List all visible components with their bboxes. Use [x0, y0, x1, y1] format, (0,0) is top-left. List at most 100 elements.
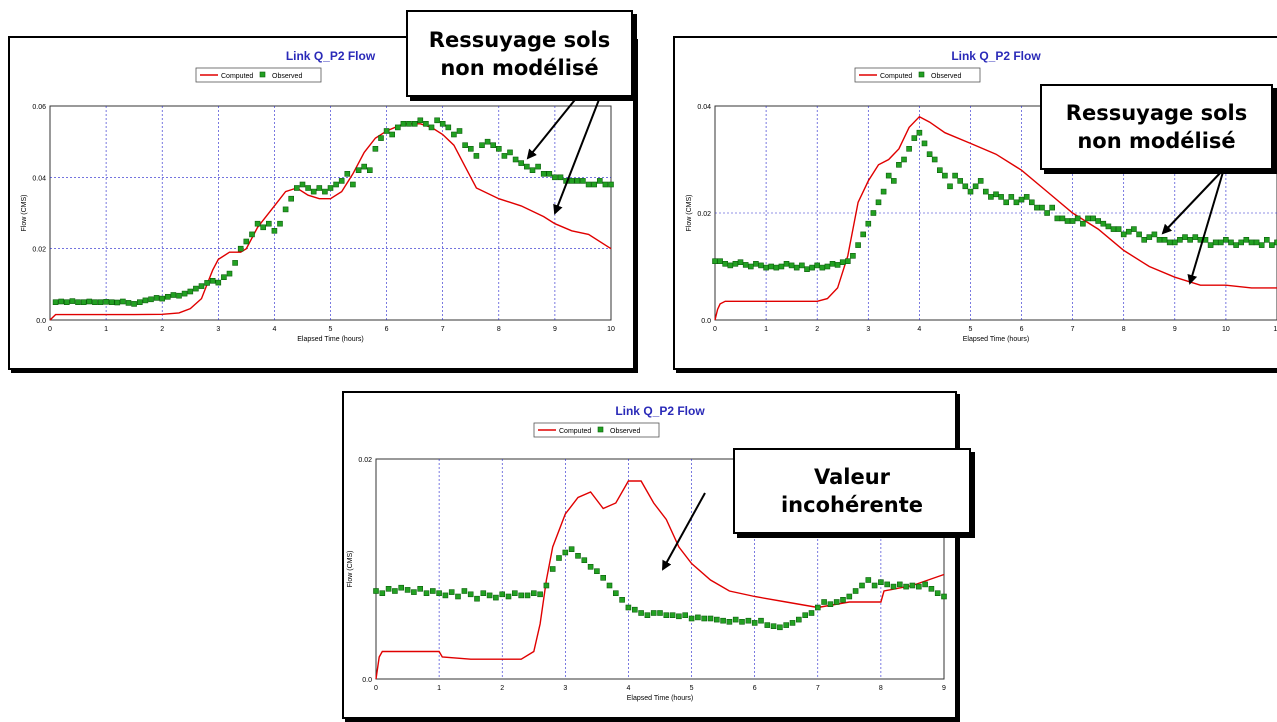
chart-3-observed-point — [890, 583, 897, 590]
chart-1-y-tick-label: 0.06 — [32, 104, 46, 111]
chart-3-observed-point — [789, 620, 796, 626]
chart-1-observed-point — [86, 298, 93, 305]
chart-1-observed-point — [596, 178, 603, 184]
chart-2-observed-point — [1034, 204, 1040, 211]
chart-2-observed-point — [926, 151, 933, 157]
chart-1-observed-point — [451, 131, 457, 138]
chart-1-y-tick-label: 0.0 — [36, 318, 46, 325]
chart-3-observed-point — [814, 604, 821, 611]
chart-1-observed-point — [310, 188, 317, 195]
chart-1-observed-point — [327, 185, 334, 191]
chart-3-observed-point — [695, 614, 701, 621]
chart-2-observed-point — [768, 263, 774, 270]
chart-3-observed-point — [783, 622, 790, 628]
chart-1-x-tick-label: 1 — [104, 326, 108, 333]
chart-3-observed-point — [903, 583, 909, 590]
chart-2-observed-point — [988, 194, 994, 200]
chart-2-observed-point — [1269, 242, 1275, 248]
chart-3-observed-point — [859, 582, 865, 589]
chart-2-observed-point — [921, 140, 928, 147]
chart-2-observed-point — [722, 261, 729, 267]
chart-3-observed-point — [499, 591, 505, 598]
chart-1-observed-point — [406, 121, 412, 127]
chart-3-observed-point — [600, 575, 607, 581]
chart-2-observed-point — [793, 264, 800, 271]
chart-1-observed-point — [221, 274, 227, 280]
chart-2-observed-point — [742, 262, 749, 268]
chart-2-observed-point — [865, 220, 872, 227]
chart-2-observed-point — [972, 183, 979, 190]
chart-1-observed-point — [372, 146, 379, 152]
chart-1-observed-point — [170, 292, 177, 298]
chart-2-legend-observed: Observed — [931, 73, 961, 80]
chart-1-observed-point — [193, 285, 199, 292]
chart-1-x-tick-label: 10 — [607, 326, 615, 333]
chart-3-observed-point — [846, 593, 853, 600]
chart-2-observed-point — [1008, 194, 1015, 200]
chart-2-observed-point — [1095, 218, 1102, 224]
chart-3-y-tick-label: 0.02 — [358, 457, 372, 464]
chart-1-observed-point — [557, 174, 564, 181]
chart-2-observed-point — [1110, 226, 1117, 232]
chart-3-observed-point — [493, 594, 499, 601]
chart-2-observed-point — [916, 129, 923, 136]
chart-3-observed-point — [676, 613, 682, 620]
chart-3-observed-point — [878, 579, 884, 585]
chart-2-observed-point — [1166, 239, 1173, 246]
chart-2-observed-point — [1059, 215, 1066, 222]
chart-1-observed-point — [299, 181, 306, 188]
chart-1-observed-point — [226, 270, 233, 277]
chart-2-observed-point — [1217, 239, 1224, 246]
chart-2-observed-point — [1156, 237, 1163, 243]
chart-3-observed-point — [833, 599, 840, 605]
chart-1-observed-point — [552, 174, 558, 181]
chart-2-observed-point — [1151, 231, 1158, 238]
chart-1-observed-point — [209, 278, 216, 284]
chart-3-observed-point — [480, 590, 487, 596]
chart-3-observed-point — [745, 617, 752, 624]
chart-3-observed-point — [430, 588, 436, 594]
chart-2-observed-point — [1003, 199, 1010, 206]
chart-2-observed-point — [1233, 242, 1239, 248]
chart-3-observed-point — [411, 589, 417, 595]
chart-1-observed-point — [204, 280, 210, 286]
chart-3-x-tick-label: 5 — [690, 685, 694, 692]
chart-3-observed-point — [461, 588, 468, 594]
chart-1-observed-point — [148, 296, 154, 303]
chart-3-observed-point — [531, 590, 537, 596]
chart-1-observed-point — [254, 220, 261, 227]
chart-1-observed-point — [490, 142, 497, 148]
chart-3-observed-point — [871, 582, 878, 589]
chart-1-observed-point — [608, 181, 614, 188]
chart-2-title: Link Q_P2 Flow — [951, 49, 1041, 63]
chart-2-observed-point — [982, 188, 989, 195]
chart-1-legend-observed-swatch — [259, 71, 266, 78]
chart-2-observed-point — [998, 194, 1004, 200]
chart-2-observed-point — [993, 191, 999, 198]
chart-3-y-tick-label: 0.0 — [362, 677, 372, 684]
chart-1-observed-point — [142, 297, 149, 304]
chart-3-observed-point — [770, 623, 777, 629]
chart-3-observed-point — [562, 549, 569, 556]
chart-2-observed-point — [1131, 226, 1137, 232]
chart-2-observed-point — [1263, 237, 1270, 243]
chart-2-observed-point — [1090, 215, 1096, 222]
chart-1-observed-point — [434, 117, 440, 124]
chart-1-observed-point — [350, 181, 356, 188]
chart-2-observed-point — [1146, 234, 1153, 240]
chart-3-x-tick-label: 0 — [374, 685, 378, 692]
chart-3-observed-point — [941, 593, 947, 600]
chart-2-observed-point — [906, 146, 912, 152]
chart-2-series-computed-line — [714, 115, 1277, 321]
chart-2-observed-point — [1013, 199, 1020, 206]
chart-2-observed-point — [931, 156, 938, 163]
chart-2-x-tick-label: 9 — [1173, 326, 1177, 333]
chart-2-observed-point — [1100, 220, 1107, 227]
chart-1-observed-point — [125, 300, 132, 306]
chart-1-legend-box — [195, 67, 322, 83]
chart-2-observed-point — [839, 259, 846, 265]
callout-ressuyage-1: Ressuyage sols non modélisé — [406, 10, 633, 97]
chart-2-observed-point — [891, 178, 897, 184]
chart-1-legend-observed: Observed — [272, 73, 302, 80]
chart-2-observed-point — [732, 261, 739, 267]
